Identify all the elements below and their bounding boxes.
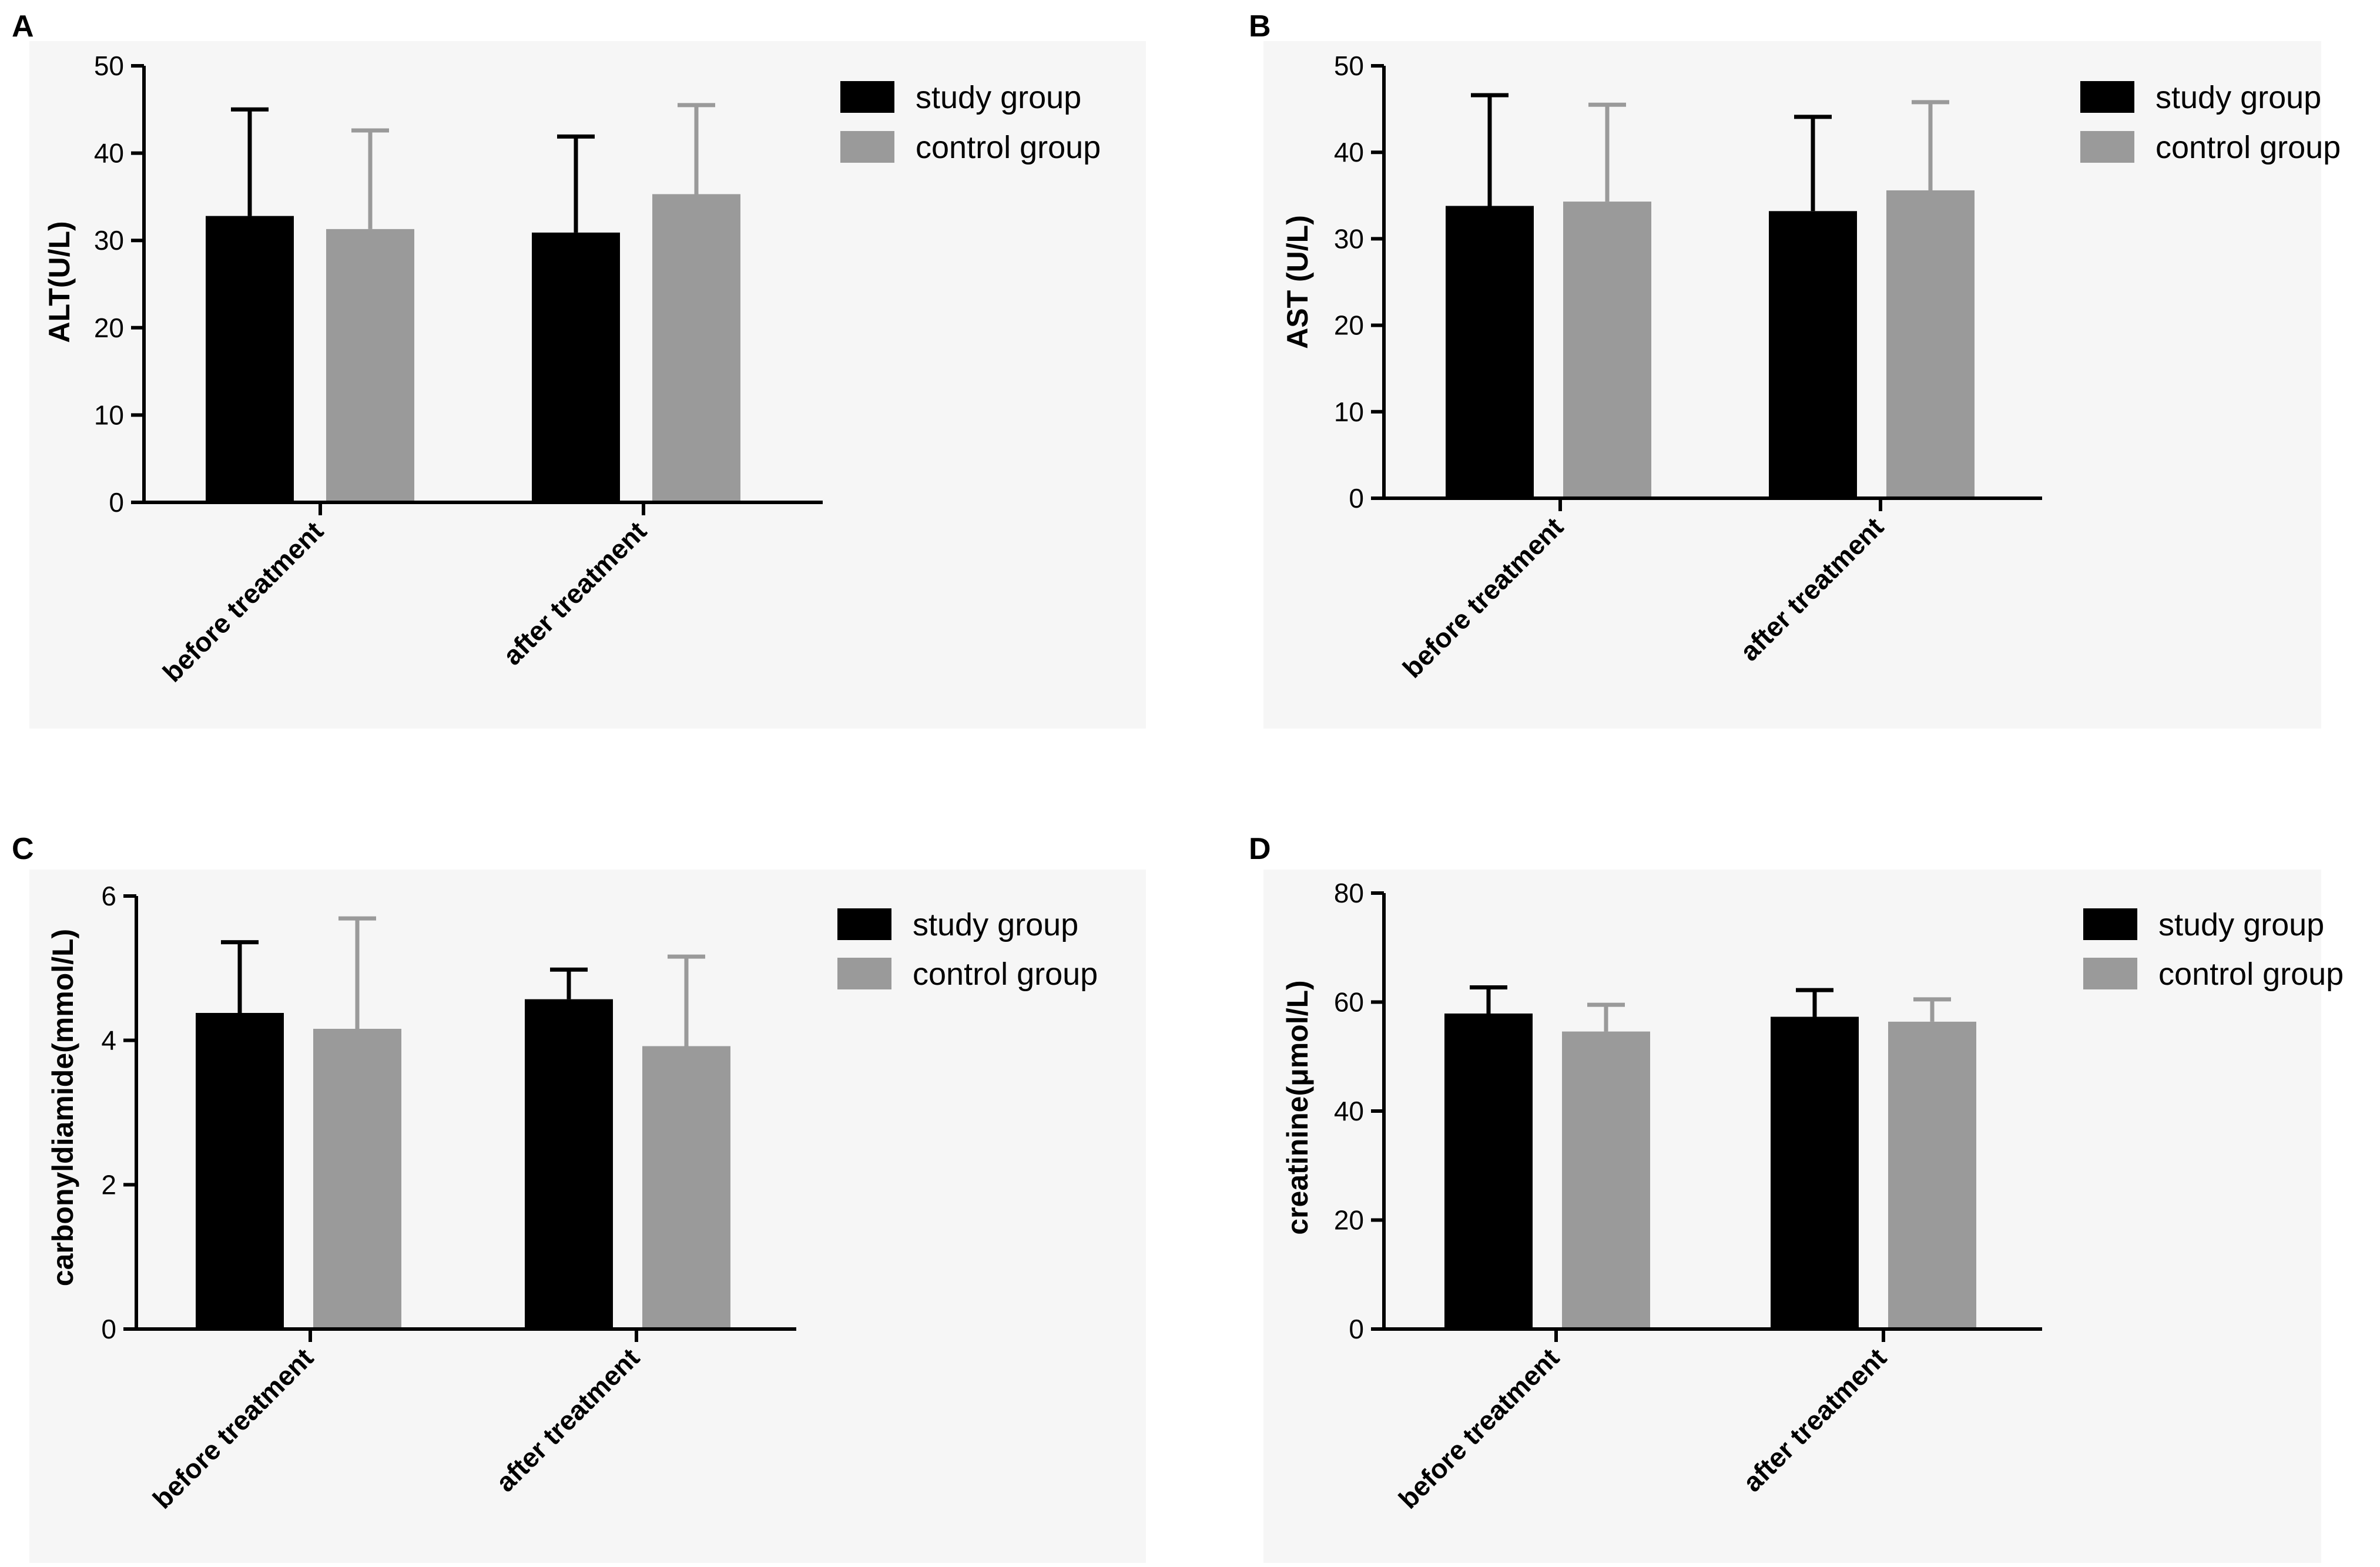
legend-swatch-control xyxy=(837,958,891,989)
legend-swatch-study xyxy=(840,81,894,113)
legend-label-study: study group xyxy=(2158,907,2324,942)
bar-control-before xyxy=(326,229,414,502)
legend-swatch-control xyxy=(840,131,894,163)
bar-control-after xyxy=(642,1046,730,1329)
y-axis-title: creatinine(μmol/L) xyxy=(1281,980,1314,1234)
y-axis-title: ALT(U/L) xyxy=(43,221,76,343)
bar-study-before xyxy=(196,1012,284,1329)
y-tick-label: 0 xyxy=(1349,1314,1364,1344)
y-tick-label: 4 xyxy=(101,1025,116,1056)
y-tick-label: 20 xyxy=(1334,310,1364,341)
y-tick-label: 0 xyxy=(1349,483,1364,514)
bar-control-before xyxy=(313,1029,401,1329)
legend-swatch-study xyxy=(837,908,891,940)
y-tick-label: 50 xyxy=(1334,51,1364,81)
y-tick-label: 40 xyxy=(1334,137,1364,167)
bar-control-after xyxy=(1888,1021,1976,1329)
bar-study-after xyxy=(532,232,620,502)
y-tick-label: 10 xyxy=(1334,397,1364,427)
panel-letter: A xyxy=(12,9,34,43)
panel-letter: C xyxy=(12,832,34,866)
y-tick-label: 80 xyxy=(1334,878,1364,908)
y-tick-label: 40 xyxy=(1334,1096,1364,1126)
bar-study-before xyxy=(1446,206,1534,498)
y-axis-title: AST (U/L) xyxy=(1281,215,1314,349)
bar-study-after xyxy=(1769,211,1857,498)
y-tick-label: 0 xyxy=(109,487,124,518)
y-tick-label: 60 xyxy=(1334,987,1364,1018)
bar-control-after xyxy=(1886,190,1975,498)
bar-control-before xyxy=(1563,202,1651,498)
panel-letter: D xyxy=(1249,832,1271,866)
bar-study-before xyxy=(1444,1013,1533,1329)
legend-swatch-study xyxy=(2083,908,2137,940)
y-tick-label: 6 xyxy=(101,881,116,911)
y-tick-label: 20 xyxy=(1334,1205,1364,1236)
bar-study-after xyxy=(1771,1016,1859,1329)
bar-study-before xyxy=(206,216,294,502)
y-tick-label: 30 xyxy=(94,225,124,256)
y-tick-label: 0 xyxy=(101,1314,116,1344)
legend-swatch-control xyxy=(2080,131,2134,163)
legend-label-control: control group xyxy=(916,130,1101,165)
legend-label-study: study group xyxy=(2156,80,2321,115)
y-tick-label: 50 xyxy=(94,51,124,81)
y-tick-label: 30 xyxy=(1334,223,1364,254)
legend-label-study: study group xyxy=(913,907,1078,942)
legend-label-control: control group xyxy=(2156,130,2341,165)
legend-label-control: control group xyxy=(2158,957,2344,992)
bar-control-after xyxy=(652,194,740,502)
legend-swatch-control xyxy=(2083,958,2137,989)
y-tick-label: 2 xyxy=(101,1169,116,1200)
legend-label-study: study group xyxy=(916,80,1081,115)
y-axis-title: carbonyldiamide(mmol/L) xyxy=(46,929,79,1286)
bar-control-before xyxy=(1562,1031,1650,1329)
panel-letter: B xyxy=(1249,9,1271,43)
legend-swatch-study xyxy=(2080,81,2134,113)
y-tick-label: 10 xyxy=(94,400,124,430)
y-tick-label: 20 xyxy=(94,313,124,343)
legend-label-control: control group xyxy=(913,957,1098,992)
y-tick-label: 40 xyxy=(94,138,124,169)
bar-study-after xyxy=(525,999,613,1329)
